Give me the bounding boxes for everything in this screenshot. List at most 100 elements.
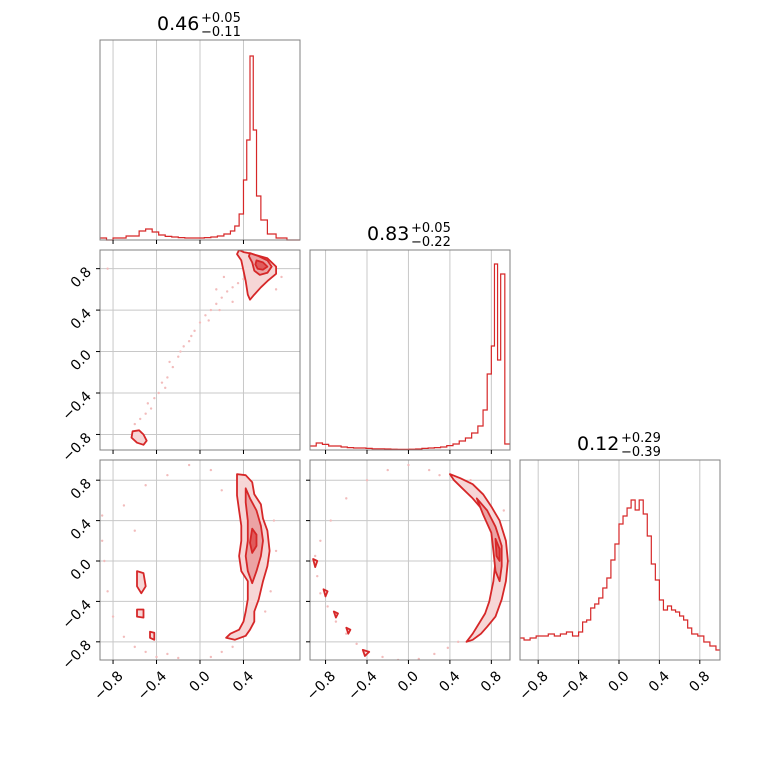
joint-1-2-contour-level-1 <box>130 429 148 446</box>
joint-2-3-scatter-point <box>329 519 332 522</box>
joint-1-3-scatter-point <box>106 590 109 593</box>
joint-2-3-contour-level-1 <box>322 588 329 598</box>
joint-1-3-scatter-point <box>209 468 213 472</box>
joint-1-3-scatter-point <box>111 615 115 618</box>
marginal-3-frame <box>519 459 721 661</box>
joint-2-3-scatter-point <box>386 468 389 472</box>
joint-1-3-scatter-point <box>103 559 106 563</box>
joint-1-2-scatter-point <box>187 339 191 343</box>
joint-2-3-scatter-point <box>345 497 348 500</box>
title-2-value: 0.83 <box>367 223 409 245</box>
joint-1-3-scatter-point <box>144 484 147 487</box>
joint-1-2-scatter-point <box>133 422 136 426</box>
joint-1-3-scatter-point <box>272 519 276 522</box>
joint-1-2-scatter-point <box>236 281 240 285</box>
joint-1-2-scatter-point <box>215 302 218 306</box>
title-param-2: 0.83 +0.05 −0.22 <box>367 221 451 250</box>
joint-1-2-scatter-point <box>222 275 226 279</box>
joint-2-3-contour-level-3 <box>494 537 501 562</box>
joint-1-3-scatter-point <box>220 650 223 654</box>
joint-2-3-scatter-point <box>456 640 460 644</box>
marginal-2-histogram-line <box>310 263 510 450</box>
joint-2-3-scatter-point <box>365 479 369 482</box>
joint-1-3-scatter-point <box>155 655 158 659</box>
joint-1-3-scatter-point <box>269 590 272 593</box>
joint-2-3-scatter-point <box>438 473 441 477</box>
joint-1-2-scatter-point <box>220 296 223 299</box>
title-param-1: 0.46 +0.05 −0.11 <box>157 11 241 40</box>
joint-2-3-scatter-point <box>345 632 348 635</box>
joint-2-3-scatter-point <box>381 655 384 659</box>
joint-1-3-plot-area <box>100 463 278 660</box>
joint-1-2-scatter-point <box>242 277 245 281</box>
joint-1-2-scatter-point <box>149 407 153 410</box>
joint-2-3-contour-level-1 <box>332 610 339 619</box>
joint-2-3-frame <box>309 459 511 661</box>
joint-2-3-scatter-point <box>355 642 358 646</box>
joint-1-2-scatter-point <box>168 360 171 364</box>
joint-1-3-scatter-point <box>264 610 267 613</box>
joint-2-3-scatter-point <box>502 509 505 512</box>
panel-group: −0.8−0.40.00.40.8−0.8 −0.4 0.0 0.4−0.8−0.40… <box>59 39 721 704</box>
joint-1-2-scatter-point <box>153 396 156 400</box>
joint-1-2-scatter-point <box>177 355 180 358</box>
joint-1-3-scatter-point <box>209 655 213 659</box>
joint-1-2-scatter-point <box>139 417 142 421</box>
joint-1-2-scatter-point <box>171 365 175 369</box>
joint-2-3-scatter-point <box>334 620 338 623</box>
joint-1-3-scatter-point <box>177 656 180 660</box>
joint-1-2-scatter-point <box>157 391 160 395</box>
joint-1-3-scatter-point <box>187 463 191 467</box>
joint-1-3-scatter-point <box>220 489 223 492</box>
joint-1-3-contour-level-1 <box>136 570 147 595</box>
joint-1-3-scatter-point <box>133 529 136 532</box>
joint-1-3-scatter-point <box>100 514 104 517</box>
joint-1-3-scatter-point <box>133 645 136 649</box>
title-3-upper: +0.29 <box>621 431 661 446</box>
joint-2-3-scatter-point <box>319 539 322 543</box>
joint-1-2-scatter-point <box>215 288 218 291</box>
title-1-upper: +0.05 <box>201 11 241 26</box>
joint-1-2-scatter-point <box>207 319 210 322</box>
joint-1-2-scatter-point <box>182 345 185 348</box>
joint-2-3-contour-level-1 <box>345 626 352 635</box>
joint-1-2-scatter-point <box>146 402 150 405</box>
joint-1-3-scatter-point <box>274 549 278 553</box>
joint-2-3-scatter-point <box>446 646 450 650</box>
joint-2-3-scatter-point <box>417 657 421 660</box>
joint-1-3-scatter-point <box>166 473 169 477</box>
joint-1-3-contour-level-1 <box>149 630 156 641</box>
joint-1-2-scatter-point <box>190 334 193 338</box>
title-param-3: 0.12 +0.29 −0.39 <box>577 431 661 460</box>
joint-1-3-scatter-point <box>166 652 169 656</box>
joint-1-3-scatter-point <box>144 650 147 654</box>
joint-1-2-scatter-point <box>231 286 234 289</box>
joint-1-2-scatter-point <box>225 290 229 293</box>
joint-1-3-scatter-point <box>100 539 104 543</box>
joint-2-3-scatter-point <box>407 463 410 467</box>
joint-2-3-contour-level-2 <box>475 497 503 583</box>
joint-2-3-scatter-point <box>427 468 431 472</box>
joint-2-3-plot-area <box>312 463 509 660</box>
title-1-value: 0.46 <box>157 13 199 35</box>
title-2-upper: +0.05 <box>411 221 451 236</box>
joint-2-3-scatter-point <box>313 554 317 558</box>
joint-1-3-scatter-point <box>122 504 126 507</box>
joint-1-2-scatter-point <box>106 267 109 270</box>
joint-2-3-scatter-point <box>319 592 322 595</box>
joint-1-2-scatter-point <box>160 381 164 384</box>
joint-1-2-scatter-point <box>198 321 202 324</box>
joint-1-2-scatter-point <box>231 300 234 304</box>
joint-2-3-scatter-point <box>316 574 319 578</box>
joint-1-2-scatter-point <box>274 288 278 291</box>
marginal-2-frame <box>309 249 511 451</box>
joint-2-3-contour-level-1 <box>361 649 371 657</box>
title-2-lower: −0.22 <box>411 235 451 250</box>
joint-1-2-scatter-point <box>179 350 182 353</box>
joint-1-2-scatter-point <box>209 308 213 312</box>
joint-2-3-scatter-point <box>469 479 472 482</box>
joint-2-3-contour-level-1 <box>312 558 319 568</box>
title-1-lower: −0.11 <box>201 25 241 40</box>
